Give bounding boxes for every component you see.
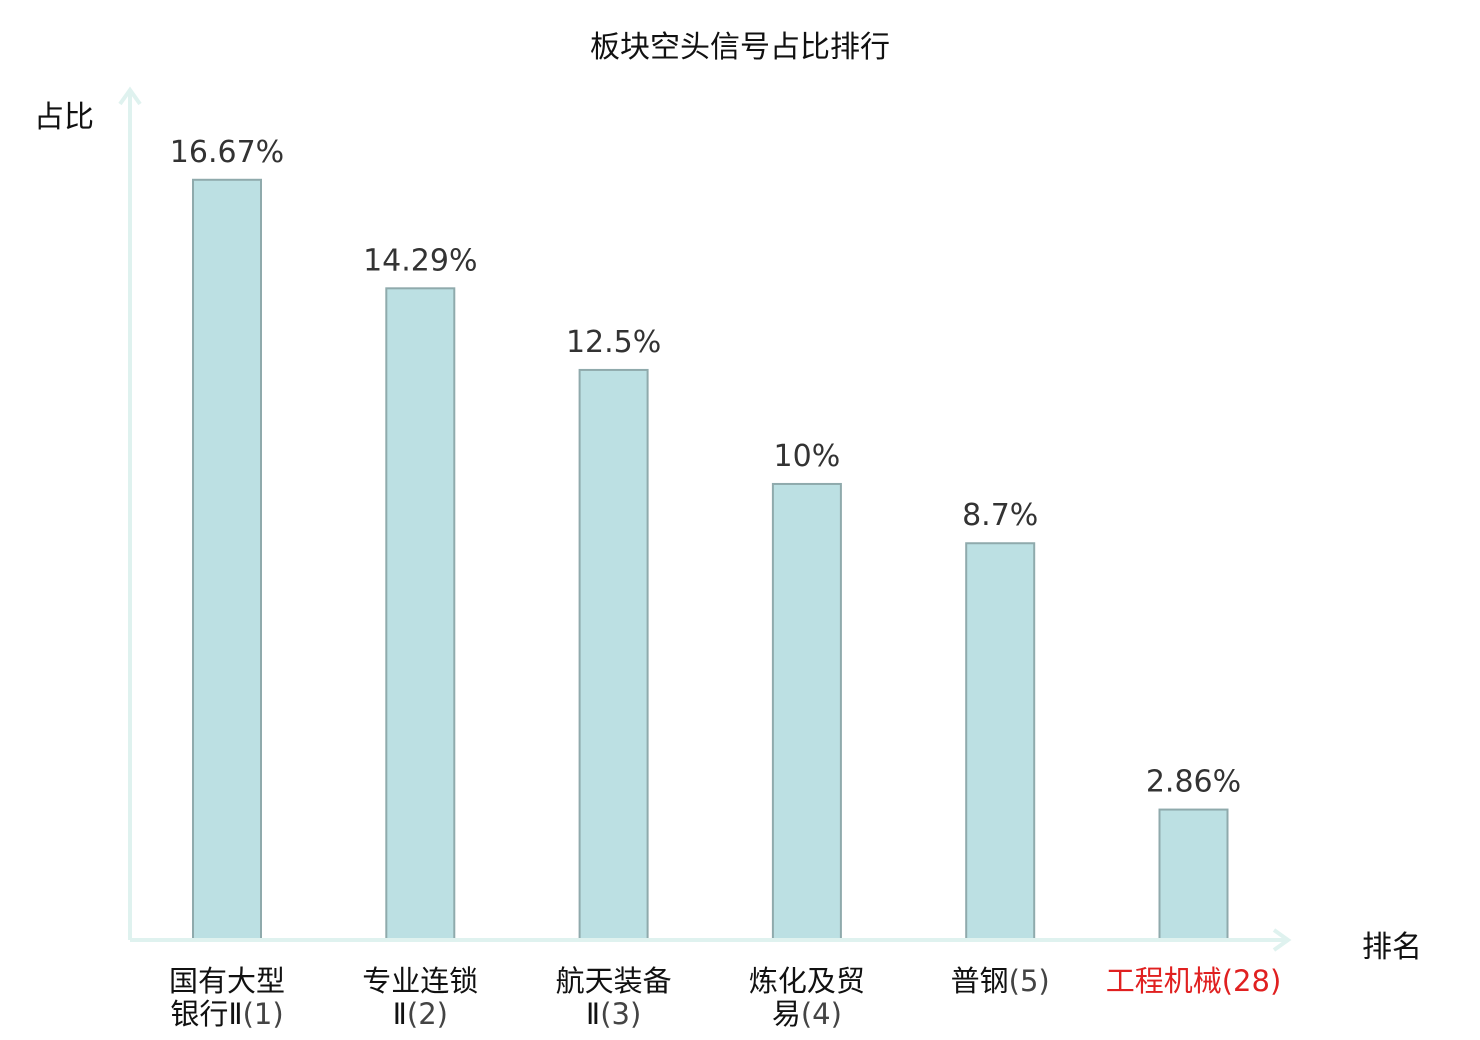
bar-1: [192, 178, 262, 941]
y-axis-label: 占比: [34, 100, 94, 135]
category-name: 工程机械: [1105, 964, 1222, 998]
x-axis-arrow: [1272, 928, 1292, 952]
bar-6: [1158, 808, 1229, 941]
bars-layer: 16.67% 14.29% 12.5% 10% 8.7% 2.86%: [170, 135, 1241, 942]
category-rank: (4): [800, 997, 842, 1031]
category-rank: (2): [406, 997, 448, 1031]
category-name-line: 炼化及贸: [748, 964, 865, 998]
category-name-line: Ⅱ: [585, 997, 601, 1031]
category-rank: (1): [242, 997, 284, 1031]
value-label-5: 8.7%: [962, 498, 1038, 533]
bar-5: [965, 542, 1036, 941]
category-name-line: 银行Ⅱ: [170, 997, 243, 1031]
category-name-line: 国有大型: [168, 964, 285, 998]
category-rank: (5): [1008, 964, 1050, 998]
category-rank: (3): [600, 997, 642, 1031]
category-rank: (28): [1221, 964, 1282, 998]
category-label-3: 航天装备 Ⅱ(3): [504, 965, 724, 1031]
category-label-4: 炼化及贸 易(4): [697, 965, 917, 1031]
value-label-6: 2.86%: [1146, 765, 1241, 800]
chart-title: 板块空头信号占比排行: [590, 30, 890, 65]
value-label-4: 10%: [774, 439, 841, 474]
category-name: 普钢: [950, 964, 1009, 998]
bar-4: [771, 482, 842, 941]
category-label-6: 工程机械(28): [1084, 965, 1304, 998]
category-label-1: 国有大型 银行Ⅱ(1): [117, 965, 337, 1031]
category-name-line: 专业连锁: [362, 964, 479, 998]
category-name: 炼化及贸易: [749, 964, 865, 1031]
category-name-line: 航天装备: [555, 964, 672, 998]
value-label-1: 16.67%: [170, 135, 284, 170]
axes-layer: [118, 86, 1292, 952]
category-name: 国有大型 银行Ⅱ: [169, 964, 285, 1031]
category-label-2: 专业连锁 Ⅱ(2): [310, 965, 530, 1031]
category-name: 专业连锁 Ⅱ: [362, 964, 478, 1031]
category-name-line: 易: [771, 997, 801, 1031]
bar-3: [578, 368, 649, 941]
category-name-line: Ⅱ: [392, 997, 407, 1031]
category-name: 航天装备 Ⅱ: [556, 964, 672, 1031]
y-axis-arrow: [118, 86, 142, 106]
category-label-5: 普钢(5): [890, 965, 1110, 998]
value-label-2: 14.29%: [363, 243, 477, 278]
bar-2: [385, 287, 456, 942]
x-axis-label: 排名: [1362, 930, 1422, 965]
value-label-3: 12.5%: [566, 325, 661, 360]
